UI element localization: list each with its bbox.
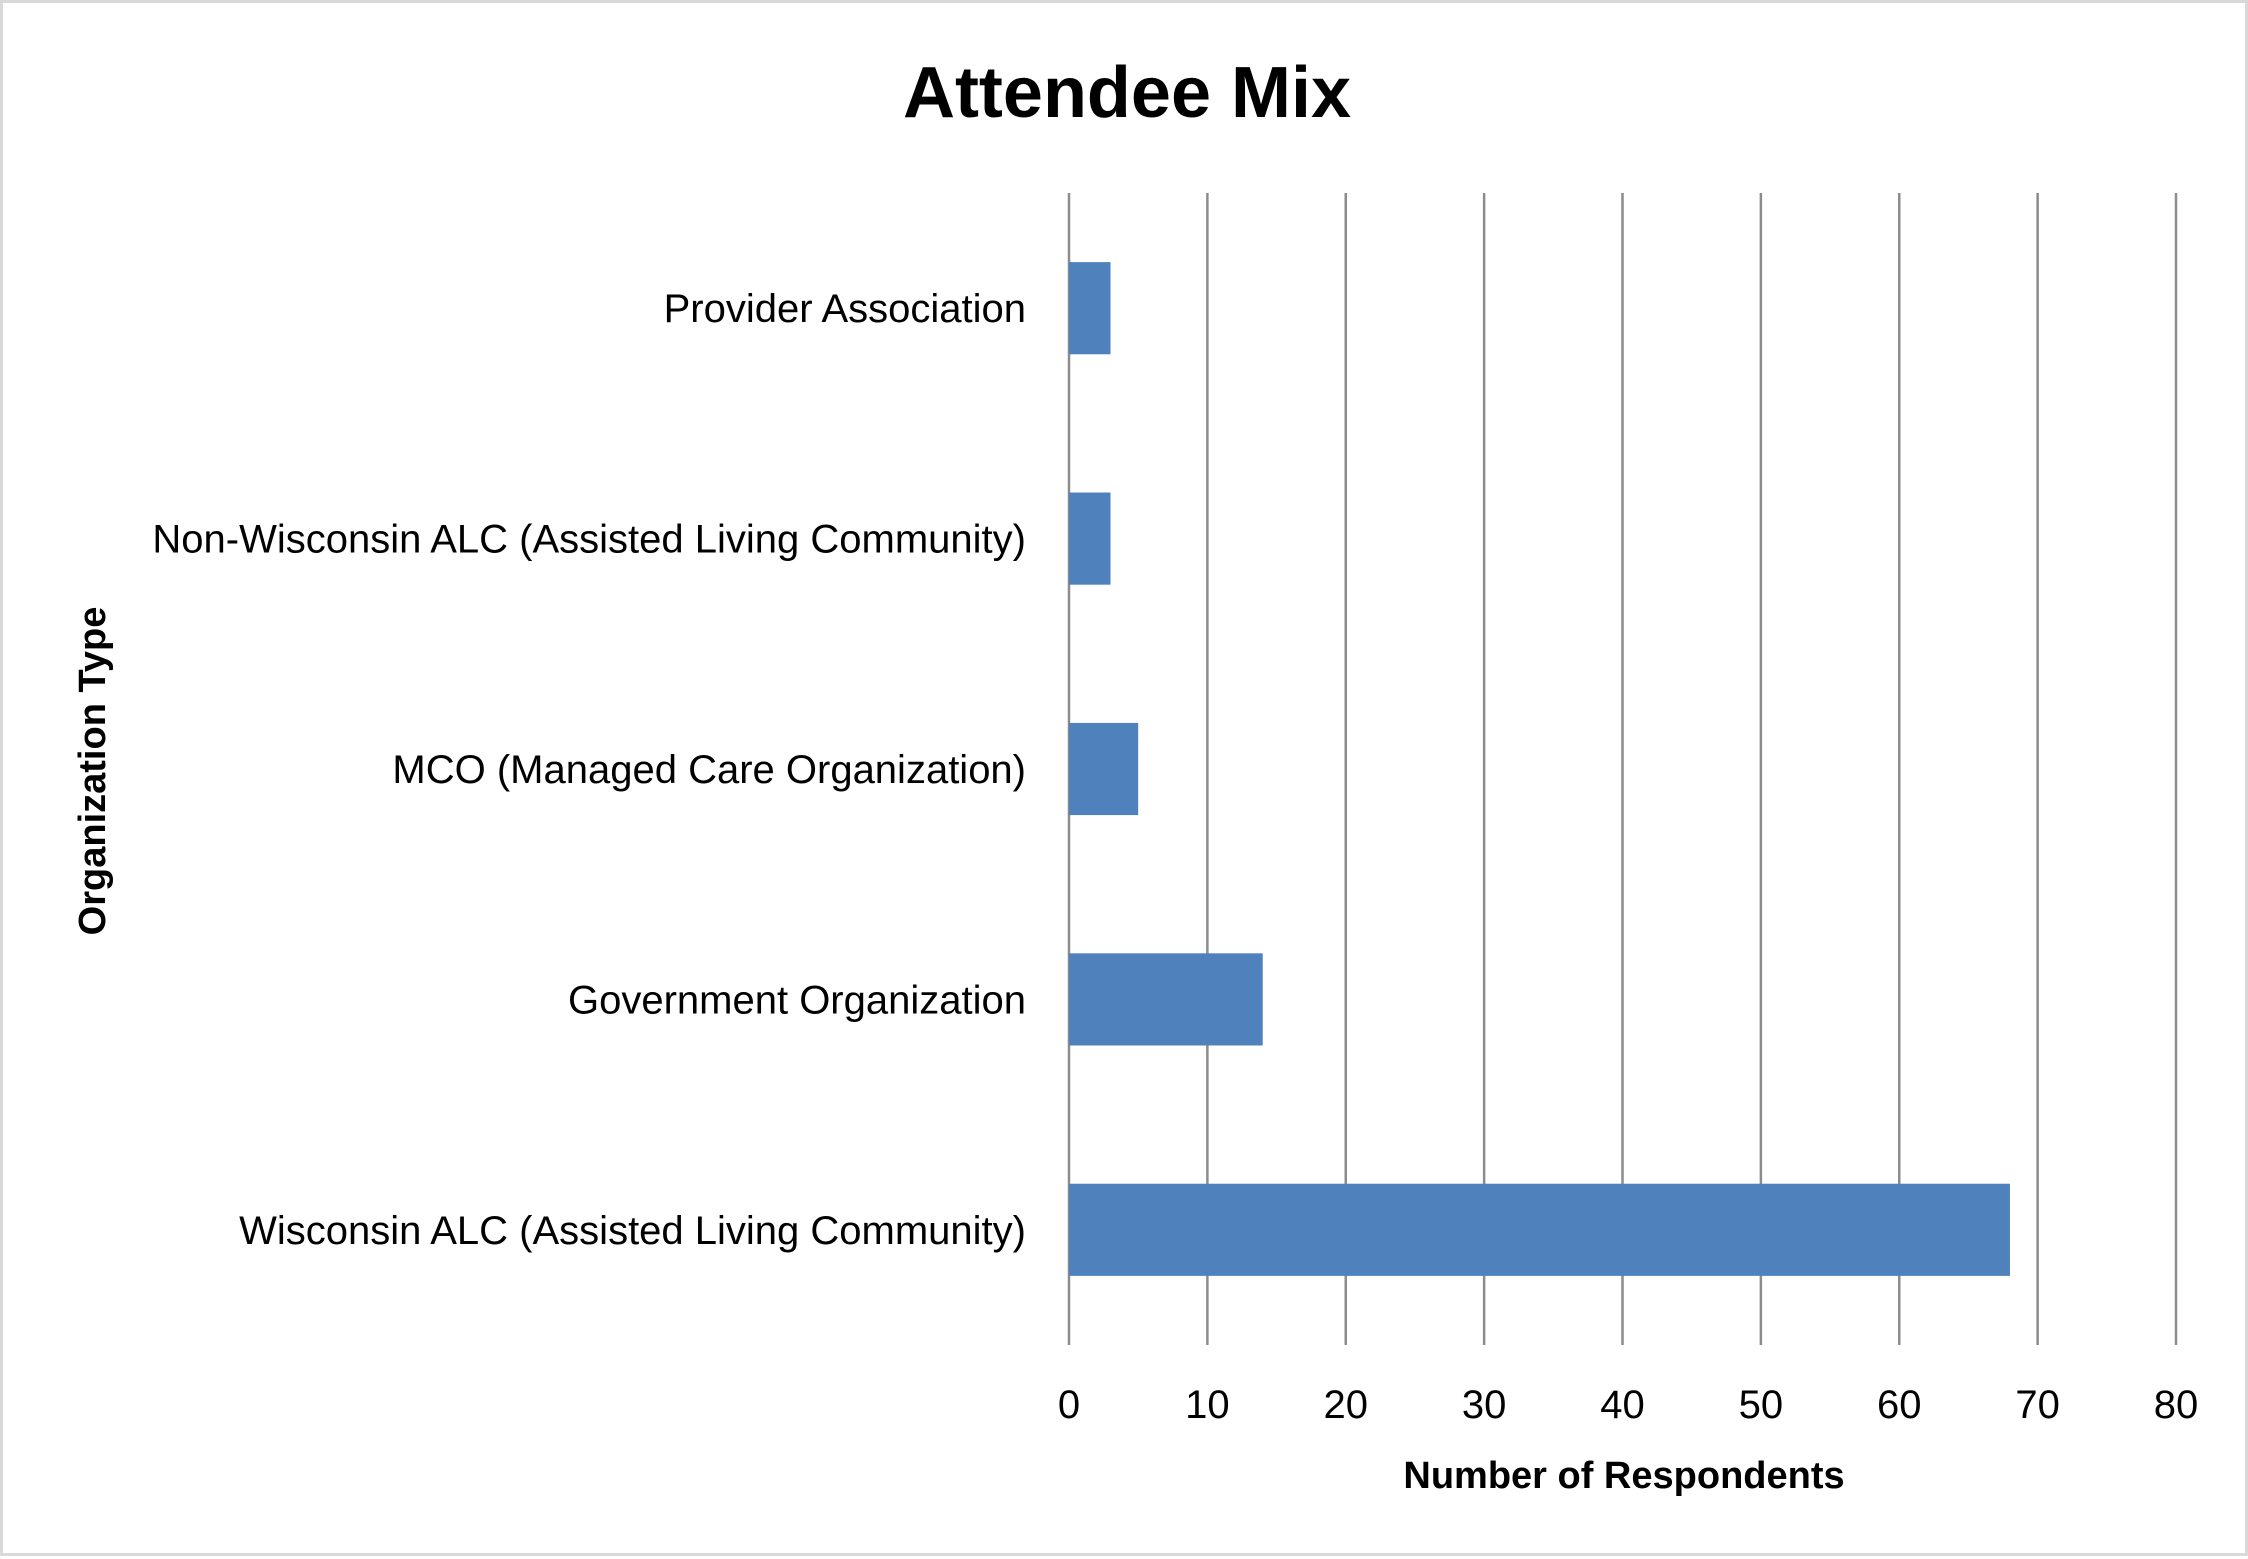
bar-4 — [1069, 1183, 2010, 1276]
category-label-0: Provider Association — [664, 287, 1026, 331]
category-label-4: Wisconsin ALC (Assisted Living Community… — [239, 1209, 1026, 1253]
category-label-2: MCO (Managed Care Organization) — [392, 748, 1026, 792]
grid-layer — [1067, 193, 2178, 1345]
bar-layer — [1069, 262, 2010, 1276]
x-tick-label-30: 30 — [1462, 1383, 1507, 1427]
bar-chart: Attendee Mix Provider Association Non-Wis… — [72, 53, 2198, 1497]
x-tick-label-60: 60 — [1877, 1383, 1922, 1427]
x-tick-labels: 0 10 20 30 40 50 60 70 80 — [1058, 1383, 2198, 1427]
category-label-1: Non-Wisconsin ALC (Assisted Living Commu… — [152, 518, 1026, 562]
y-axis-title: Organization Type — [72, 607, 114, 936]
x-tick-label-20: 20 — [1324, 1383, 1369, 1427]
category-labels: Provider Association Non-Wisconsin ALC (A… — [152, 287, 1026, 1253]
x-tick-label-80: 80 — [2154, 1383, 2199, 1427]
x-tick-label-10: 10 — [1185, 1383, 1230, 1427]
bar-1 — [1069, 492, 1111, 585]
x-axis-title: Number of Respondents — [1403, 1455, 1844, 1497]
x-tick-label-0: 0 — [1058, 1383, 1080, 1427]
bar-0 — [1069, 262, 1111, 355]
category-label-3: Government Organization — [568, 978, 1026, 1022]
chart-title: Attendee Mix — [903, 53, 1351, 133]
x-tick-label-40: 40 — [1600, 1383, 1645, 1427]
bar-2 — [1069, 722, 1139, 816]
x-tick-label-70: 70 — [2015, 1383, 2060, 1427]
x-tick-label-50: 50 — [1739, 1383, 1784, 1427]
bar-3 — [1069, 953, 1263, 1046]
